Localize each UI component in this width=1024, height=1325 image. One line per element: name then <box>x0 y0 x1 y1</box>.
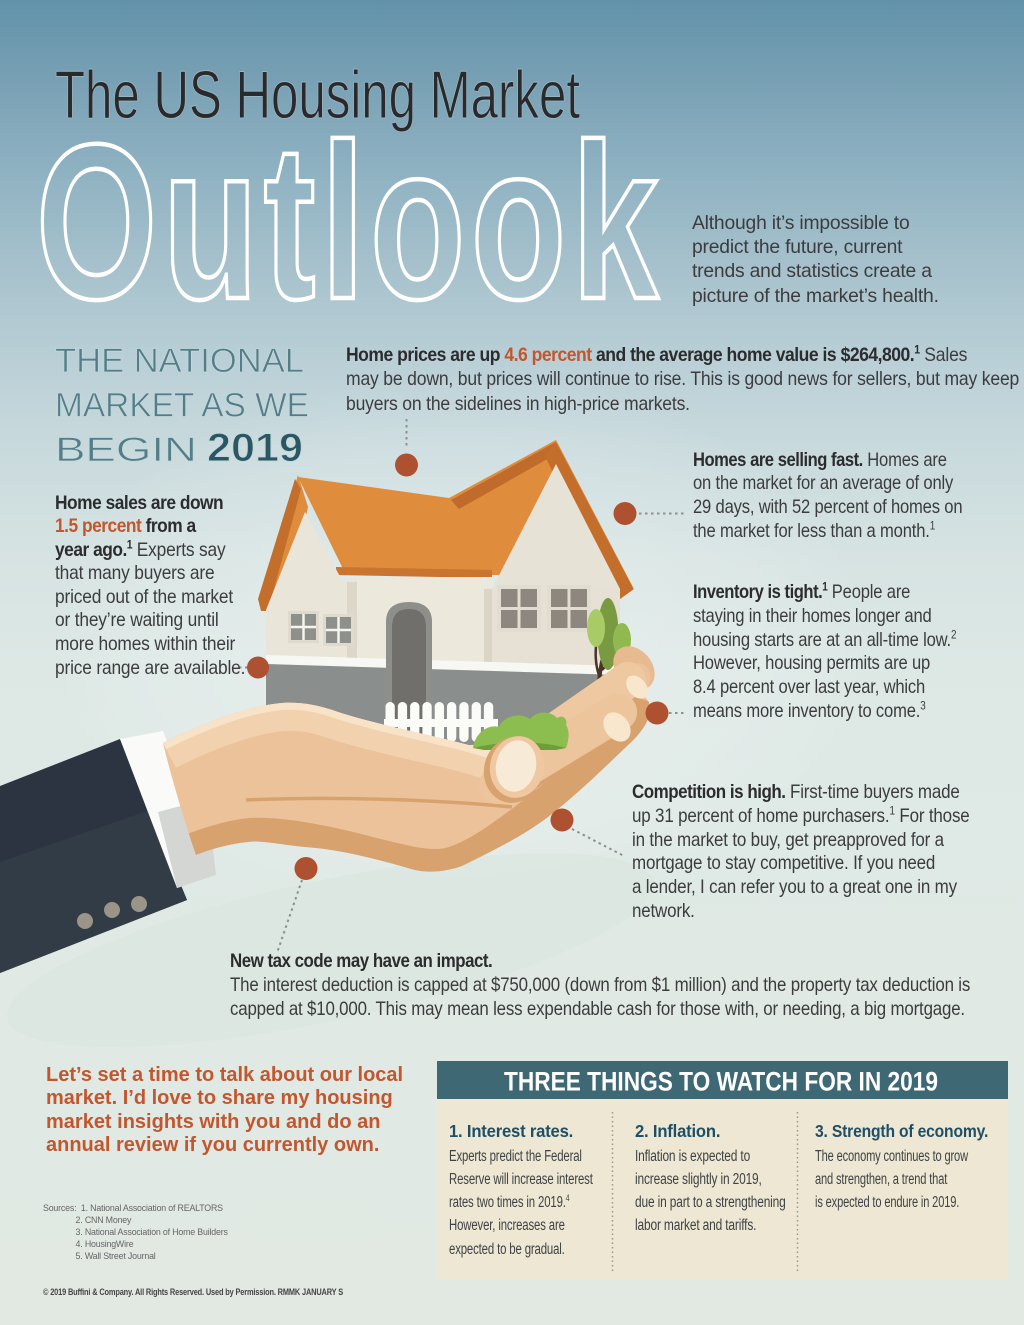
svg-text:BEGIN: BEGIN <box>55 431 197 469</box>
svg-text:2019: 2019 <box>207 426 303 470</box>
svg-text:MARKET AS WE: MARKET AS WE <box>55 387 309 425</box>
svg-text:The US Housing Market: The US Housing Market <box>55 57 580 133</box>
svg-text:Outlook: Outlook <box>36 98 664 345</box>
svg-text:THREE THINGS TO WATCH FOR IN 2: THREE THINGS TO WATCH FOR IN 2019 <box>504 1067 938 1097</box>
svg-text:THE NATIONAL: THE NATIONAL <box>55 342 304 380</box>
